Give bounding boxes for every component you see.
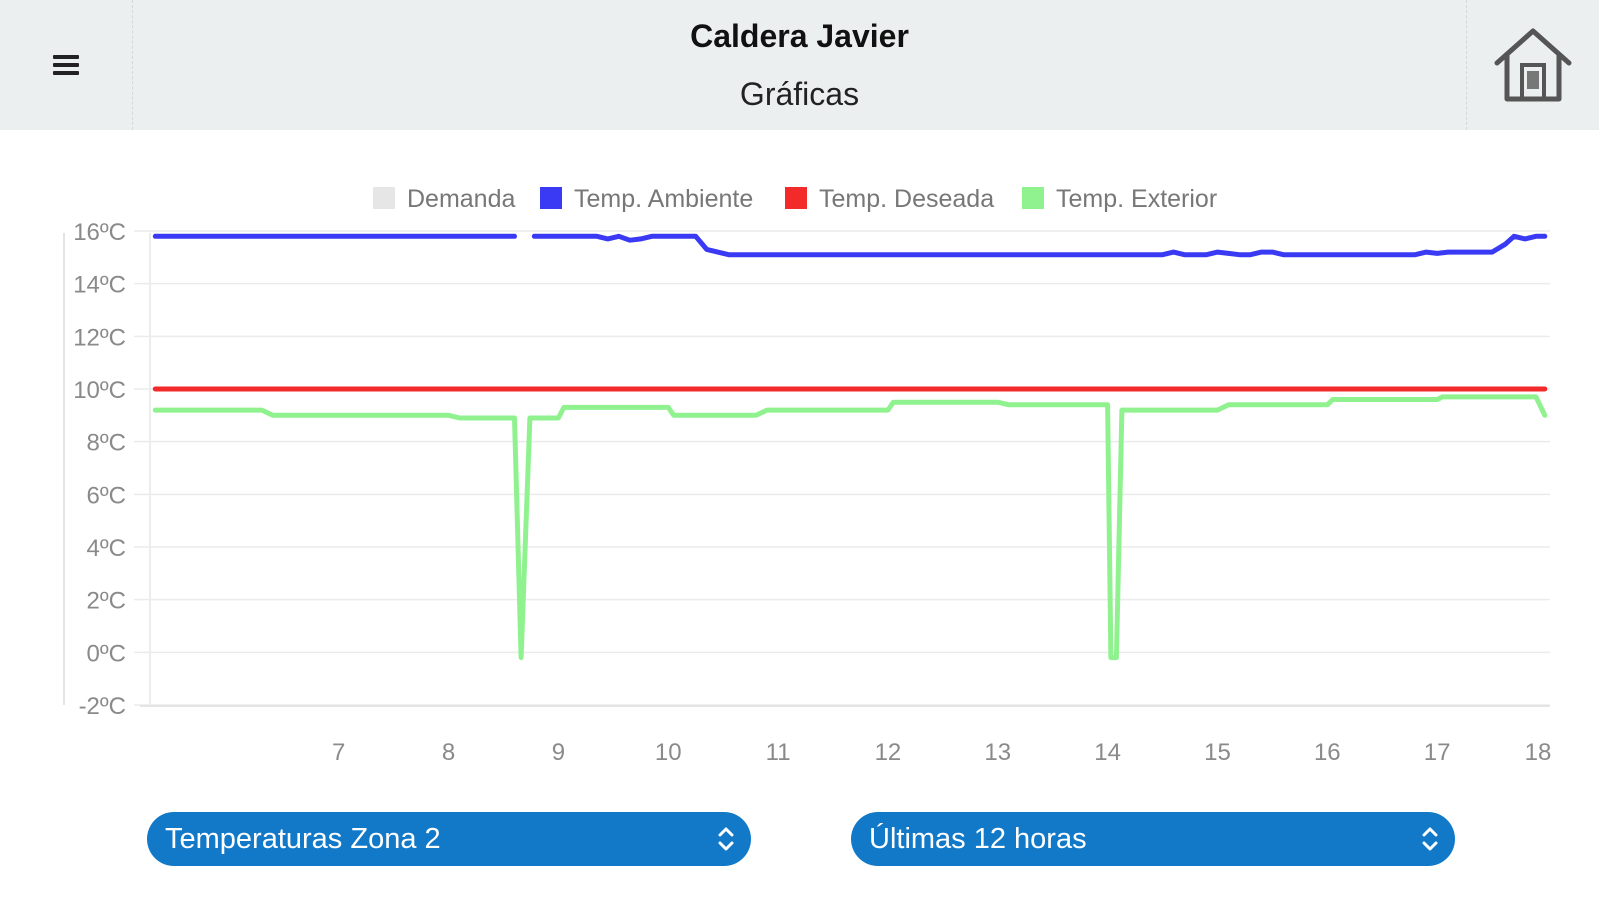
x-tick-label: 17 <box>1424 739 1451 766</box>
period-select[interactable]: Últimas 12 horas <box>851 812 1455 866</box>
x-tick-label: 15 <box>1204 739 1231 766</box>
legend-swatch <box>540 187 562 209</box>
temperature-chart: Demanda Temp. Ambiente Temp. Deseada Temp. … <box>63 185 1552 766</box>
y-tick-label: 6ºC <box>87 482 126 509</box>
chevron-up-down-icon <box>718 827 734 851</box>
app-header: Caldera Javier Gráficas <box>0 0 1599 130</box>
y-tick-label: 2ºC <box>87 588 126 615</box>
home-icon <box>1494 28 1572 102</box>
zone-select-value: Temperaturas Zona 2 <box>165 822 441 855</box>
x-tick-label: 10 <box>655 739 682 766</box>
header-titles: Caldera Javier Gráficas <box>132 0 1467 130</box>
legend-label: Temp. Ambiente <box>574 185 753 213</box>
legend-swatch <box>373 187 395 209</box>
y-tick-label: 8ºC <box>87 430 126 457</box>
legend-swatch <box>785 187 807 209</box>
y-tick-label: 14ºC <box>73 272 126 299</box>
chart-legend: Demanda Temp. Ambiente Temp. Deseada Temp. … <box>373 185 1217 213</box>
x-tick-label: 16 <box>1314 739 1341 766</box>
chart-series <box>152 233 1548 661</box>
legend-item[interactable]: Temp. Exterior <box>1022 185 1217 213</box>
x-axis: 7 8 9 10 11 12 13 14 15 16 17 18 <box>140 705 1552 766</box>
zone-select[interactable]: Temperaturas Zona 2 <box>147 812 751 866</box>
legend-label: Temp. Deseada <box>819 185 994 213</box>
home-button[interactable] <box>1466 0 1599 130</box>
series-line-temp-ambiente <box>531 233 1548 258</box>
y-tick-label: 16ºC <box>73 219 126 246</box>
x-tick-label: 14 <box>1094 739 1121 766</box>
x-tick-label: 9 <box>552 739 565 766</box>
x-tick-label: 12 <box>875 739 902 766</box>
hamburger-icon <box>53 55 79 75</box>
y-tick-label: 0ºC <box>87 640 126 667</box>
period-select-value: Últimas 12 horas <box>869 822 1087 855</box>
y-tick-label: 12ºC <box>73 324 126 351</box>
legend-item[interactable]: Temp. Deseada <box>785 185 994 213</box>
y-axis: 16ºC 14ºC 12ºC 10ºC 8ºC 6ºC 4ºC 2ºC 0ºC -2ºC <box>63 219 151 720</box>
y-tick-label: -2ºC <box>79 693 126 720</box>
x-tick-label: 18 <box>1525 739 1552 766</box>
legend-swatch <box>1022 187 1044 209</box>
legend-item[interactable]: Temp. Ambiente <box>540 185 753 213</box>
x-tick-label: 7 <box>332 739 345 766</box>
page-subtitle: Gráficas <box>739 76 860 112</box>
y-tick-label: 4ºC <box>87 535 126 562</box>
page-title: Caldera Javier <box>690 18 909 54</box>
menu-button[interactable] <box>0 0 133 130</box>
x-tick-label: 8 <box>442 739 455 766</box>
legend-label: Demanda <box>407 185 515 213</box>
chevron-up-down-icon <box>1422 827 1438 851</box>
legend-item[interactable]: Demanda <box>373 185 515 213</box>
legend-label: Temp. Exterior <box>1056 185 1217 213</box>
x-tick-label: 13 <box>984 739 1011 766</box>
y-tick-label: 10ºC <box>73 377 126 404</box>
x-tick-label: 11 <box>766 739 791 766</box>
chart-grid <box>134 230 1550 706</box>
series-line-temp-exterior <box>152 394 1548 661</box>
